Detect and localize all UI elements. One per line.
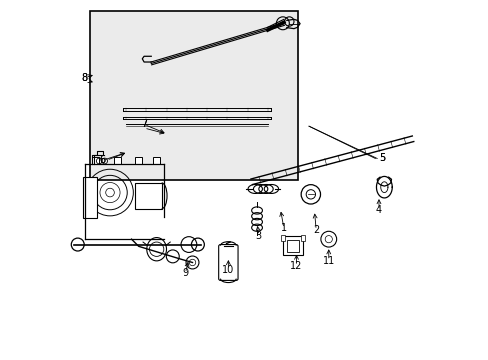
Text: 3: 3: [255, 231, 262, 240]
Bar: [135, 183, 162, 209]
Text: 2: 2: [312, 225, 319, 235]
Bar: [83, 177, 97, 218]
Text: 10: 10: [222, 265, 234, 275]
Text: 6: 6: [100, 155, 106, 165]
FancyBboxPatch shape: [218, 244, 238, 280]
Bar: [153, 157, 160, 164]
Bar: [135, 157, 142, 164]
Text: 6: 6: [100, 155, 106, 165]
Text: 7: 7: [141, 120, 147, 129]
Text: 5: 5: [378, 153, 385, 163]
Text: 7: 7: [141, 120, 147, 129]
Bar: [286, 240, 298, 252]
Ellipse shape: [146, 238, 166, 261]
Bar: [280, 234, 285, 241]
Bar: [300, 234, 305, 241]
Text: 11: 11: [322, 256, 334, 266]
Text: 12: 12: [290, 261, 302, 271]
Text: 1: 1: [280, 224, 286, 233]
Bar: [90, 12, 298, 180]
Text: 5: 5: [378, 153, 385, 163]
Bar: [113, 157, 121, 164]
Text: 4: 4: [375, 206, 381, 216]
Bar: [282, 235, 303, 255]
Text: 8: 8: [81, 73, 88, 83]
Bar: [92, 157, 99, 164]
Text: 9: 9: [182, 268, 188, 278]
Text: 8: 8: [81, 73, 88, 83]
